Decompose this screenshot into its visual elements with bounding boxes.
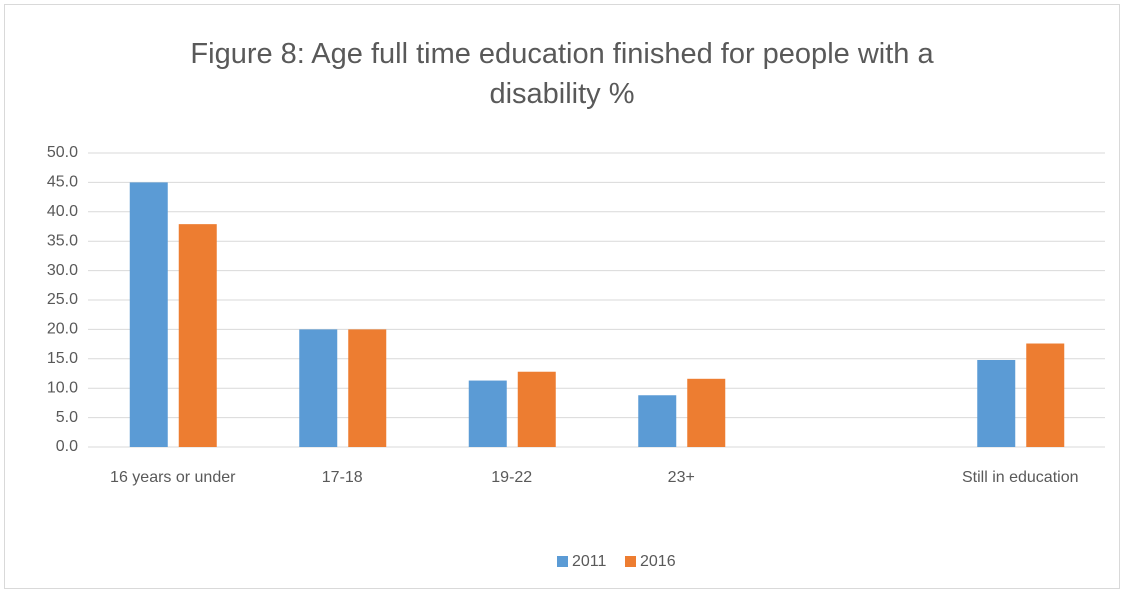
bar [687, 378, 726, 447]
y-tick-label: 30.0 [47, 262, 78, 279]
y-tick-label: 5.0 [56, 409, 78, 426]
y-tick-label: 35.0 [47, 232, 78, 249]
bar [638, 395, 677, 447]
y-tick-label: 20.0 [47, 321, 78, 338]
x-tick-label: 17-18 [321, 469, 363, 486]
bar [348, 329, 387, 447]
y-tick-label: 40.0 [47, 203, 78, 220]
legend-swatch [625, 556, 636, 567]
legend-swatch [557, 556, 568, 567]
bar [468, 380, 507, 447]
y-tick-label: 50.0 [47, 144, 78, 161]
x-tick-label: 16 years or under [110, 469, 236, 486]
y-tick-label: 10.0 [47, 379, 78, 396]
x-tick-label: Still in education [961, 469, 1079, 486]
x-tick-label: 19-22 [491, 469, 533, 486]
y-tick-label: 0.0 [56, 438, 78, 455]
legend-label: 2011 [572, 553, 607, 570]
x-tick-label: 23+ [667, 469, 695, 486]
bar [129, 182, 168, 447]
y-tick-label: 25.0 [47, 291, 78, 308]
bar [178, 224, 217, 447]
bar [977, 359, 1016, 447]
legend-label: 2016 [640, 553, 676, 570]
chart-title: Figure 8: Age full time education finish… [190, 38, 934, 110]
bar [299, 329, 338, 447]
bar [1026, 343, 1065, 447]
y-tick-label: 45.0 [47, 174, 78, 191]
y-tick-label: 15.0 [47, 350, 78, 367]
bar [517, 371, 556, 447]
